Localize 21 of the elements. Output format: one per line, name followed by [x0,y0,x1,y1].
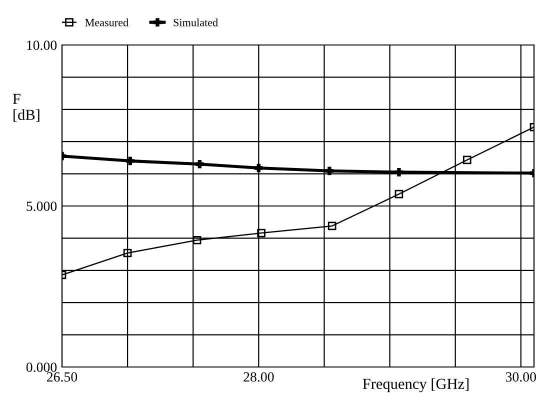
point [394,168,404,176]
point [126,156,134,166]
point [257,228,266,238]
legend-label: Simulated [174,18,218,26]
y-axis-title: F [dB] [12,94,40,122]
point [123,248,132,258]
legend-label: Measured [85,18,128,26]
y-tick-label: 5.000 [26,202,57,212]
y-tick-label: 10.00 [27,40,57,50]
point [254,164,263,172]
x-axis-title: Frequency [GHz] [362,378,469,392]
point [462,156,472,164]
x-tick-label: 30.00 [506,372,536,382]
point [325,166,334,176]
point [192,236,202,244]
y-tick-label: 0.000 [26,362,57,372]
point [394,190,404,198]
point [196,160,204,168]
x-tick-label: 26.50 [46,372,78,382]
point [328,222,336,230]
x-tick-label: 28.00 [244,372,274,382]
